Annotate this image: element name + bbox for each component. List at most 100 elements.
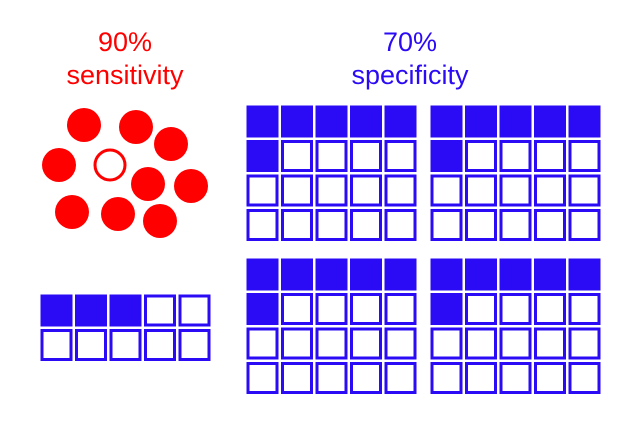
specificity-empty-square (568, 209, 601, 241)
filled-circle (119, 110, 153, 144)
specificity-empty-square (465, 327, 497, 360)
specificity-empty-square (534, 140, 566, 172)
specificity-empty-square (568, 140, 601, 172)
specificity-empty-square (499, 362, 532, 394)
specificity-empty-square (246, 209, 279, 241)
specificity-empty-square (315, 174, 348, 207)
specificity-empty-square (430, 174, 463, 207)
specificity-empty-square (350, 327, 382, 360)
specificity-percent: 70% (382, 27, 438, 57)
specificity-filled-square (465, 105, 497, 138)
sensitivity-empty-square (75, 329, 107, 361)
filled-circle (131, 167, 165, 201)
specificity-filled-square (246, 140, 279, 172)
specificity-empty-square (315, 327, 348, 360)
specificity-filled-square (350, 258, 382, 291)
specificity-filled-square (350, 105, 382, 138)
filled-circle (42, 148, 76, 182)
specificity-empty-square (384, 327, 417, 360)
sensitivity-filled-square (40, 294, 73, 327)
sensitivity-filled-square (109, 294, 142, 327)
specificity-empty-square (384, 209, 417, 241)
specificity-empty-square (465, 140, 497, 172)
specificity-empty-square (281, 140, 313, 172)
specificity-empty-square (499, 209, 532, 241)
specificity-empty-square (465, 362, 497, 394)
specificity-filled-square (430, 293, 463, 325)
empty-circle (93, 148, 127, 182)
specificity-filled-square (465, 258, 497, 291)
specificity-empty-square (499, 327, 532, 360)
specificity-filled-square (281, 258, 313, 291)
specificity-filled-square (499, 258, 532, 291)
specificity-empty-square (281, 209, 313, 241)
filled-circle (143, 204, 177, 238)
specificity-empty-square (430, 362, 463, 394)
specificity-empty-square (281, 362, 313, 394)
specificity-label: specificity (351, 60, 469, 90)
specificity-empty-square (315, 293, 348, 325)
specificity-empty-square (350, 293, 382, 325)
sensitivity-empty-square (178, 329, 211, 361)
specificity-filled-square (246, 105, 279, 138)
specificity-empty-square (534, 174, 566, 207)
specificity-filled-square (534, 105, 566, 138)
specificity-empty-square (465, 209, 497, 241)
sensitivity-filled-square (75, 294, 107, 327)
specificity-empty-square (281, 174, 313, 207)
specificity-empty-square (315, 362, 348, 394)
specificity-empty-square (465, 293, 497, 325)
specificity-empty-square (384, 174, 417, 207)
sensitivity-empty-square (178, 294, 211, 327)
specificity-empty-square (350, 174, 382, 207)
specificity-empty-square (430, 209, 463, 241)
specificity-empty-square (350, 140, 382, 172)
specificity-empty-square (568, 327, 601, 360)
specificity-empty-square (499, 293, 532, 325)
specificity-empty-square (534, 293, 566, 325)
sensitivity-percent: 90% (97, 27, 153, 57)
specificity-filled-square (430, 258, 463, 291)
specificity-filled-square (384, 105, 417, 138)
specificity-filled-square (568, 105, 601, 138)
specificity-filled-square (315, 258, 348, 291)
specificity-empty-square (246, 362, 279, 394)
specificity-empty-square (246, 327, 279, 360)
specificity-empty-square (315, 140, 348, 172)
sensitivity-empty-square (109, 329, 142, 361)
specificity-filled-square (534, 258, 566, 291)
specificity-empty-square (315, 209, 348, 241)
specificity-filled-square (430, 140, 463, 172)
filled-circle (174, 169, 208, 203)
specificity-empty-square (384, 293, 417, 325)
specificity-empty-square (384, 140, 417, 172)
specificity-empty-square (568, 362, 601, 394)
specificity-empty-square (246, 174, 279, 207)
specificity-filled-square (281, 105, 313, 138)
filled-circle (67, 108, 101, 142)
specificity-empty-square (499, 174, 532, 207)
sensitivity-empty-square (40, 329, 73, 361)
specificity-empty-square (281, 327, 313, 360)
specificity-empty-square (350, 209, 382, 241)
specificity-filled-square (315, 105, 348, 138)
sensitivity-empty-square (144, 294, 176, 327)
filled-circle (55, 195, 89, 229)
specificity-filled-square (499, 105, 532, 138)
specificity-filled-square (568, 258, 601, 291)
specificity-empty-square (568, 174, 601, 207)
specificity-empty-square (384, 362, 417, 394)
sensitivity-label: sensitivity (66, 60, 184, 90)
specificity-filled-square (246, 258, 279, 291)
specificity-empty-square (281, 293, 313, 325)
specificity-filled-square (384, 258, 417, 291)
specificity-empty-square (534, 209, 566, 241)
specificity-filled-square (246, 293, 279, 325)
specificity-empty-square (534, 327, 566, 360)
specificity-empty-square (568, 293, 601, 325)
specificity-empty-square (430, 327, 463, 360)
specificity-empty-square (534, 362, 566, 394)
specificity-filled-square (430, 105, 463, 138)
